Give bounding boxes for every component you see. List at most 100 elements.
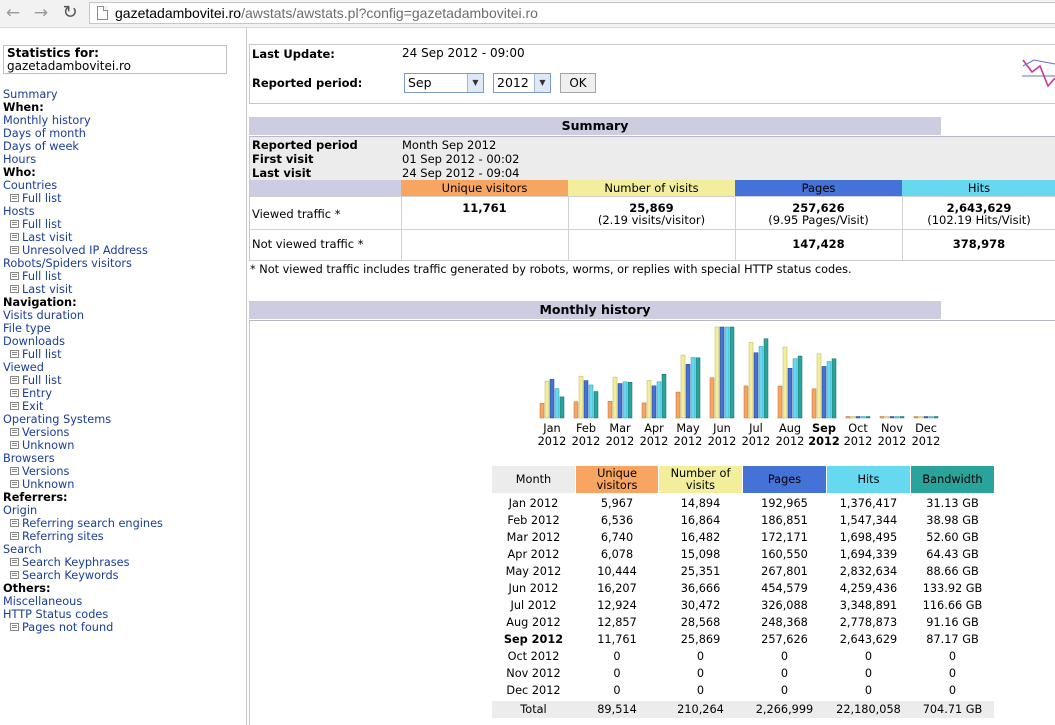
menu-item-days-of-week[interactable]: Days of week: [3, 140, 79, 153]
back-arrow-icon[interactable]: ←: [5, 3, 21, 23]
ok-button[interactable]: OK: [560, 73, 596, 93]
menu-label[interactable]: Full list: [22, 374, 62, 387]
url-path: /awstats/awstats.pl?config=gazetadambovi…: [241, 5, 538, 21]
menu-label[interactable]: Referring search engines: [22, 517, 163, 530]
menu-label[interactable]: Monthly history: [3, 114, 91, 127]
menu-label[interactable]: Countries: [3, 179, 58, 192]
menu-label[interactable]: Search Keyphrases: [22, 556, 130, 569]
menu-item-file-type[interactable]: File type: [3, 322, 51, 335]
history-total-hits: 22,180,058: [836, 703, 901, 716]
menu-item-days-of-month[interactable]: Days of month: [3, 127, 86, 140]
menu-item-pages-not-found[interactable]: Pages not found: [10, 621, 113, 634]
menu-label[interactable]: Unknown: [22, 478, 75, 491]
history-cell-bandwidth: 0: [948, 684, 957, 697]
menu-item-versions[interactable]: Versions: [10, 426, 69, 439]
menu-item-browsers[interactable]: Browsers: [3, 452, 55, 465]
menu-label[interactable]: Referring sites: [22, 530, 104, 543]
menu-item-full-list[interactable]: Full list: [10, 270, 62, 283]
menu-item-unresolved-ip-address[interactable]: Unresolved IP Address: [10, 244, 148, 257]
menu-item-last-visit[interactable]: Last visit: [10, 231, 72, 244]
menu-label[interactable]: File type: [3, 322, 51, 335]
menu-item-origin[interactable]: Origin: [3, 504, 37, 517]
menu-item-referring-sites[interactable]: Referring sites: [10, 530, 104, 543]
x-tick-year-sep: 2012: [808, 435, 839, 448]
address-bar[interactable]: gazetadambovitei.ro/awstats/awstats.pl?c…: [89, 2, 1055, 24]
menu-item-full-list[interactable]: Full list: [10, 192, 62, 205]
menu-item-hours[interactable]: Hours: [3, 153, 36, 166]
history-cell-pages: 186,851: [761, 514, 808, 527]
menu-item-entry[interactable]: Entry: [10, 387, 52, 400]
history-cell-visits: 16,864: [680, 514, 721, 527]
history-cell-unique: 6,536: [600, 514, 634, 527]
month-select[interactable]: Sep ▼: [404, 73, 484, 93]
menu-label[interactable]: Unresolved IP Address: [22, 244, 148, 257]
menu-label[interactable]: Days of month: [3, 127, 86, 140]
menu-label[interactable]: Hosts: [3, 205, 35, 218]
menu-label[interactable]: Hours: [3, 153, 37, 166]
menu-item-search[interactable]: Search: [3, 543, 42, 556]
bar-hits-sep: [826, 361, 832, 419]
site-name: gazetadambovitei.ro: [7, 59, 132, 73]
viewed-pages-value: 257,626: [792, 201, 845, 215]
reload-icon[interactable]: ↻: [62, 2, 78, 23]
history-cell-unique: 6,078: [600, 548, 634, 561]
menu-label[interactable]: Browsers: [3, 452, 55, 465]
sub-page-icon: [10, 441, 19, 449]
menu-item-summary[interactable]: Summary: [3, 88, 58, 101]
viewed-traffic-label: Viewed traffic *: [252, 207, 341, 221]
menu-label[interactable]: Versions: [22, 426, 70, 439]
menu-item-full-list[interactable]: Full list: [10, 348, 62, 361]
menu-item-downloads[interactable]: Downloads: [3, 335, 65, 348]
menu-item-hosts[interactable]: Hosts: [3, 205, 35, 218]
menu-label[interactable]: Exit: [22, 400, 44, 413]
menu-label[interactable]: Robots/Spiders visitors: [3, 257, 132, 270]
x-tick-month-apr: Apr: [644, 422, 664, 435]
menu-item-unknown[interactable]: Unknown: [10, 478, 74, 491]
forward-arrow-icon[interactable]: →: [33, 3, 49, 23]
menu-label[interactable]: Origin: [3, 504, 38, 517]
menu-label[interactable]: HTTP Status codes: [3, 608, 109, 621]
menu-item-monthly-history[interactable]: Monthly history: [3, 114, 91, 127]
menu-label[interactable]: Summary: [3, 88, 58, 101]
menu-label[interactable]: Visits duration: [3, 309, 85, 322]
menu-label[interactable]: Full list: [22, 192, 62, 205]
menu-label[interactable]: Search: [3, 543, 42, 556]
menu-item-viewed[interactable]: Viewed: [3, 361, 44, 374]
year-select[interactable]: 2012 ▼: [493, 73, 551, 93]
menu-label[interactable]: Full list: [22, 270, 62, 283]
menu-item-miscellaneous[interactable]: Miscellaneous: [3, 595, 82, 608]
menu-item-full-list[interactable]: Full list: [10, 218, 62, 231]
menu-item-unknown[interactable]: Unknown: [10, 439, 74, 452]
menu-label[interactable]: Operating Systems: [3, 413, 112, 426]
menu-item-versions[interactable]: Versions: [10, 465, 69, 478]
menu-label[interactable]: Search Keywords: [22, 569, 119, 582]
menu-label[interactable]: Unknown: [22, 439, 75, 452]
menu-item-countries[interactable]: Countries: [3, 179, 57, 192]
menu-label[interactable]: Downloads: [3, 335, 66, 348]
menu-item-full-list[interactable]: Full list: [10, 374, 62, 387]
menu-item-search-keyphrases[interactable]: Search Keyphrases: [10, 556, 130, 569]
menu-item-search-keywords[interactable]: Search Keywords: [10, 569, 119, 582]
menu-label[interactable]: Full list: [22, 218, 62, 231]
menu-item-robots-spiders-visitors[interactable]: Robots/Spiders visitors: [3, 257, 132, 270]
sub-page-icon: [10, 571, 19, 579]
menu-label[interactable]: Miscellaneous: [3, 595, 83, 608]
menu-item-last-visit[interactable]: Last visit: [10, 283, 72, 296]
menu-label[interactable]: Pages not found: [22, 621, 114, 634]
menu-label[interactable]: Full list: [22, 348, 62, 361]
menu-label[interactable]: Versions: [22, 465, 70, 478]
menu-item-referring-search-engines[interactable]: Referring search engines: [10, 517, 163, 530]
menu-label[interactable]: Entry: [22, 387, 53, 400]
history-cell-visits: 25,869: [680, 633, 721, 646]
x-tick-month-mar: Mar: [609, 422, 631, 435]
menu-label[interactable]: Viewed: [3, 361, 44, 374]
bar-unique-visitors-feb: [573, 401, 579, 419]
menu-item-operating-systems[interactable]: Operating Systems: [3, 413, 111, 426]
menu-label[interactable]: Last visit: [22, 283, 73, 296]
history-cell-pages: 0: [780, 650, 789, 663]
menu-item-exit[interactable]: Exit: [10, 400, 43, 413]
menu-item-http-status-codes[interactable]: HTTP Status codes: [3, 608, 108, 621]
menu-item-visits-duration[interactable]: Visits duration: [3, 309, 84, 322]
menu-label[interactable]: Days of week: [3, 140, 79, 153]
menu-label[interactable]: Last visit: [22, 231, 73, 244]
